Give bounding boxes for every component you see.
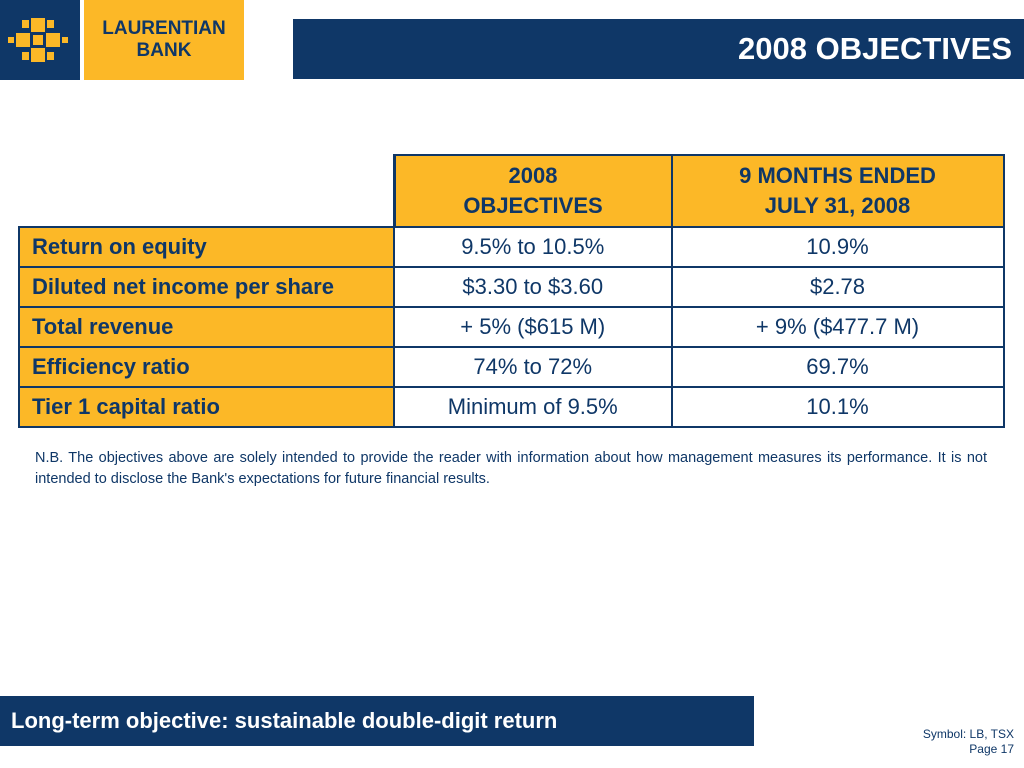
objective-value: + 5% ($615 M) [393, 306, 673, 348]
row-label: Total revenue [18, 306, 395, 348]
row-label: Return on equity [18, 226, 395, 268]
maple-cross-icon [8, 18, 68, 62]
header-nine-months-line1: 9 MONTHS ENDED [739, 163, 936, 188]
objectives-table: 2008 OBJECTIVES 9 MONTHS ENDED JULY 31, … [18, 154, 1005, 428]
empty-header-cell [19, 155, 396, 227]
row-label: Efficiency ratio [18, 346, 395, 388]
table-row: Efficiency ratio 74% to 72% 69.7% [18, 346, 1005, 388]
header-objectives: 2008 OBJECTIVES [393, 154, 673, 228]
footer-banner: Long-term objective: sustainable double-… [0, 696, 754, 746]
bank-wordmark-logo: LAURENTIAN BANK [84, 0, 244, 80]
actual-value: + 9% ($477.7 M) [670, 306, 1005, 348]
objective-value: $3.30 to $3.60 [393, 266, 673, 308]
table-row: Return on equity 9.5% to 10.5% 10.9% [18, 226, 1005, 268]
logo-line-1: LAURENTIAN [102, 18, 226, 39]
page-title-bar: 2008 OBJECTIVES [293, 19, 1024, 79]
actual-value: 10.9% [670, 226, 1005, 268]
page-title: 2008 OBJECTIVES [738, 31, 1012, 66]
page-number: Page 17 [969, 742, 1014, 756]
header-objectives-line2: OBJECTIVES [463, 193, 603, 218]
logo-line-2: BANK [136, 40, 192, 61]
table-row: Diluted net income per share $3.30 to $3… [18, 266, 1005, 308]
objective-value: Minimum of 9.5% [393, 386, 673, 428]
objective-value: 9.5% to 10.5% [393, 226, 673, 268]
footer-info: Symbol: LB, TSX Page 17 [923, 727, 1014, 757]
objective-value: 74% to 72% [393, 346, 673, 388]
header-nine-months-line2: JULY 31, 2008 [764, 193, 911, 218]
table-header-row: 2008 OBJECTIVES 9 MONTHS ENDED JULY 31, … [19, 154, 1005, 228]
row-label: Diluted net income per share [18, 266, 395, 308]
header-nine-months: 9 MONTHS ENDED JULY 31, 2008 [670, 154, 1005, 228]
disclaimer-note: N.B. The objectives above are solely int… [35, 450, 987, 487]
actual-value: $2.78 [670, 266, 1005, 308]
actual-value: 10.1% [670, 386, 1005, 428]
footer-banner-text: Long-term objective: sustainable double-… [11, 708, 558, 733]
row-label: Tier 1 capital ratio [18, 386, 395, 428]
ticker-symbol: Symbol: LB, TSX [922, 727, 1014, 741]
header-objectives-line1: 2008 [508, 163, 558, 188]
actual-value: 69.7% [670, 346, 1005, 388]
table-row: Tier 1 capital ratio Minimum of 9.5% 10.… [18, 386, 1005, 428]
table-row: Total revenue + 5% ($615 M) + 9% ($477.7… [18, 306, 1005, 348]
bank-emblem-logo [0, 0, 80, 80]
